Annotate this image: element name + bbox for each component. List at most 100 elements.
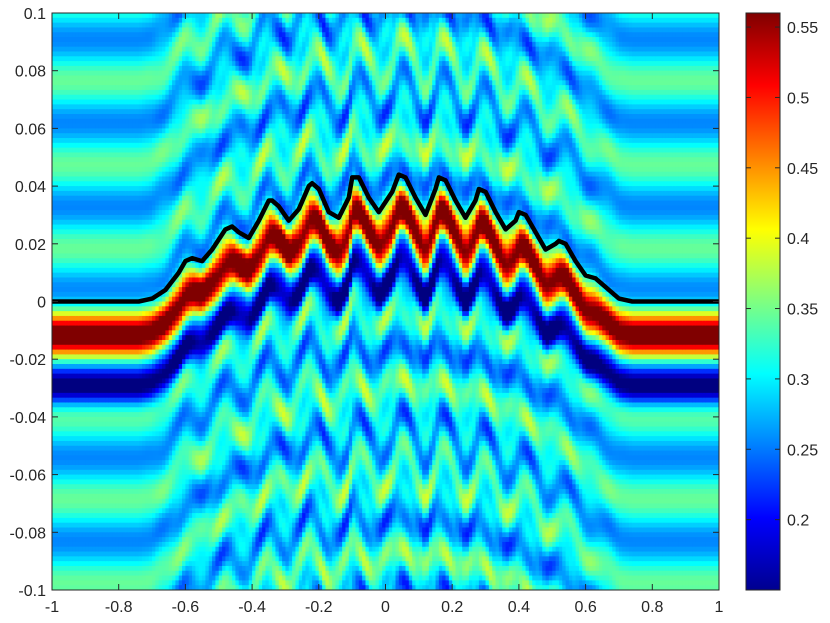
heatmap-cell — [92, 469, 96, 476]
heatmap-cell — [132, 551, 136, 557]
heatmap-cell — [75, 546, 80, 553]
heatmap-cell — [118, 315, 123, 322]
heatmap-cell — [102, 17, 106, 24]
heatmap-cell — [82, 37, 86, 43]
heatmap-cell — [82, 41, 86, 48]
heatmap-cell — [85, 142, 90, 149]
heatmap-cell — [105, 291, 110, 298]
heatmap-cell — [65, 37, 70, 43]
heatmap-cell — [95, 248, 100, 255]
heatmap-cell — [78, 229, 83, 235]
heatmap-cell — [145, 205, 150, 211]
heatmap-cell — [158, 575, 163, 581]
heatmap-cell — [75, 109, 80, 115]
heatmap-cell — [118, 373, 123, 380]
heatmap-cell — [112, 412, 116, 418]
heatmap-cell — [132, 354, 136, 360]
heatmap-cell — [92, 551, 96, 557]
heatmap-cell — [125, 412, 130, 418]
heatmap-cell — [58, 354, 63, 360]
heatmap-cell — [158, 445, 163, 452]
heatmap-cell — [72, 80, 76, 86]
heatmap-cell — [68, 186, 73, 192]
heatmap-cell — [132, 426, 136, 432]
heatmap-cell — [75, 402, 80, 408]
heatmap-cell — [98, 267, 103, 274]
heatmap-cell — [95, 561, 100, 567]
heatmap-cell — [122, 445, 126, 452]
heatmap-cell — [88, 176, 93, 182]
heatmap-cell — [95, 123, 100, 129]
heatmap-cell — [62, 460, 66, 466]
heatmap-cell — [158, 527, 163, 533]
heatmap-cell — [168, 166, 173, 173]
heatmap-cell — [62, 330, 66, 336]
heatmap-cell — [112, 522, 116, 529]
heatmap-cell — [88, 41, 93, 48]
heatmap-cell — [158, 373, 163, 380]
heatmap-cell — [112, 416, 116, 423]
heatmap-cell — [162, 537, 166, 543]
heatmap-cell — [172, 378, 176, 384]
heatmap-cell — [102, 248, 106, 255]
heatmap-cell — [125, 354, 130, 360]
heatmap-cell — [82, 263, 86, 269]
heatmap-cell — [52, 556, 56, 562]
heatmap-cell — [102, 128, 106, 134]
heatmap-cell — [98, 311, 103, 317]
heatmap-cell — [85, 407, 90, 413]
heatmap-cell — [152, 157, 156, 163]
heatmap-cell — [62, 498, 66, 505]
heatmap-cell — [52, 287, 56, 293]
heatmap-cell — [125, 565, 130, 572]
heatmap-cell — [112, 75, 116, 81]
heatmap-cell — [142, 104, 146, 110]
heatmap-cell — [108, 37, 113, 43]
heatmap-cell — [175, 402, 180, 408]
heatmap-cell — [175, 32, 180, 38]
heatmap-cell — [158, 532, 163, 538]
heatmap-cell — [138, 426, 143, 432]
heatmap-cell — [142, 282, 146, 288]
heatmap-cell — [52, 282, 56, 288]
heatmap-cell — [165, 311, 170, 317]
heatmap-cell — [158, 229, 163, 235]
heatmap-cell — [75, 412, 80, 418]
heatmap-cell — [85, 575, 90, 581]
heatmap-cell — [108, 200, 113, 206]
heatmap-cell — [98, 70, 103, 77]
heatmap-cell — [162, 440, 166, 447]
heatmap-cell — [105, 402, 110, 408]
heatmap-cell — [165, 402, 170, 408]
heatmap-cell — [85, 13, 90, 19]
heatmap-cell — [68, 200, 73, 206]
heatmap-cell — [98, 118, 103, 125]
heatmap-cell — [125, 315, 130, 322]
heatmap-cell — [98, 32, 103, 38]
heatmap-cell — [68, 181, 73, 187]
heatmap-cell — [128, 123, 133, 129]
heatmap-cell — [98, 56, 103, 62]
heatmap-cell — [168, 354, 173, 360]
heatmap-cell — [85, 133, 90, 139]
heatmap-cell — [145, 570, 150, 577]
heatmap-cell — [122, 320, 126, 327]
heatmap-cell — [142, 378, 146, 384]
heatmap-cell — [88, 56, 93, 62]
heatmap-cell — [72, 205, 76, 211]
heatmap-cell — [148, 229, 153, 235]
heatmap-cell — [155, 253, 160, 259]
heatmap-cell — [108, 104, 113, 110]
heatmap-cell — [148, 27, 153, 33]
heatmap-cell — [72, 364, 76, 370]
heatmap-cell — [75, 51, 80, 57]
heatmap-cell — [75, 508, 80, 514]
heatmap-cell — [122, 484, 126, 490]
heatmap-cell — [172, 445, 176, 452]
heatmap-cell — [168, 152, 173, 158]
heatmap-cell — [135, 407, 140, 413]
heatmap-cell — [122, 147, 126, 154]
heatmap-cell — [145, 229, 150, 235]
heatmap-cell — [58, 214, 63, 221]
heatmap-cell — [162, 354, 166, 360]
